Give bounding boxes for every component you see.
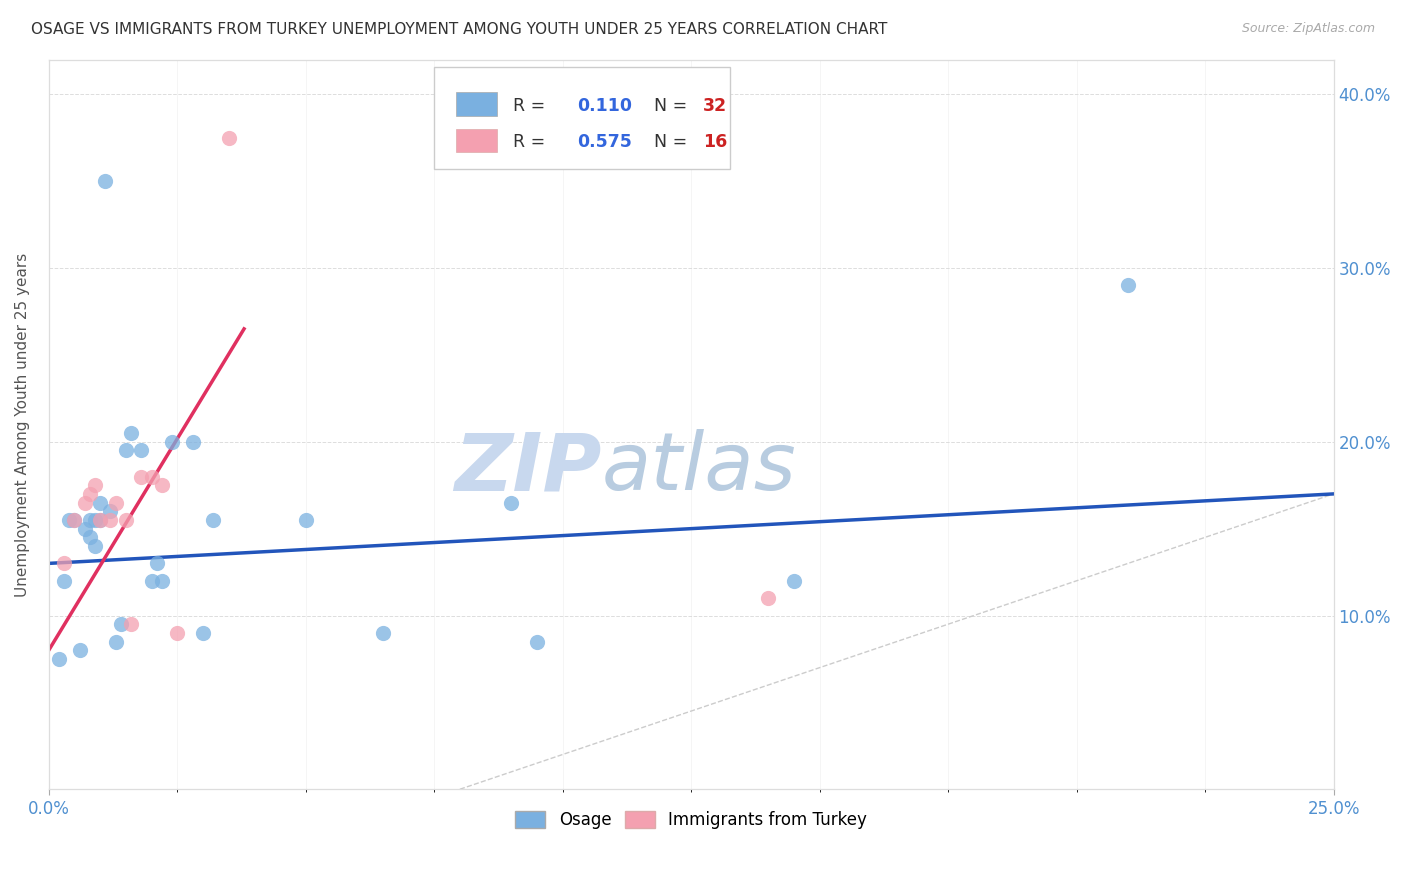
Point [73, 522, 96, 536]
Point [63, 513, 86, 527]
Point [63, 513, 86, 527]
Point [94, 174, 117, 188]
Point [191, 625, 214, 640]
Y-axis label: Unemployment Among Youth under 25 years: Unemployment Among Youth under 25 years [15, 252, 30, 597]
Text: 16: 16 [703, 133, 727, 151]
Point [141, 574, 163, 588]
Point [89, 513, 111, 527]
Point [84, 513, 107, 527]
Point [120, 426, 142, 441]
FancyBboxPatch shape [456, 93, 498, 116]
Point [501, 495, 523, 509]
Point [120, 617, 142, 632]
Point [1116, 278, 1139, 293]
Point [181, 434, 204, 449]
Point [115, 513, 138, 527]
Point [100, 504, 122, 518]
Point [150, 478, 173, 492]
Point [58, 513, 80, 527]
Point [371, 625, 394, 640]
Text: 0.110: 0.110 [576, 96, 631, 115]
Text: 0.575: 0.575 [576, 133, 631, 151]
Text: Source: ZipAtlas.com: Source: ZipAtlas.com [1241, 22, 1375, 36]
Legend: Osage, Immigrants from Turkey: Osage, Immigrants from Turkey [509, 804, 873, 836]
Point [84, 478, 107, 492]
Text: OSAGE VS IMMIGRANTS FROM TURKEY UNEMPLOYMENT AMONG YOUTH UNDER 25 YEARS CORRELAT: OSAGE VS IMMIGRANTS FROM TURKEY UNEMPLOY… [31, 22, 887, 37]
Point [69, 643, 91, 657]
Point [48, 652, 70, 666]
Point [110, 617, 132, 632]
Point [79, 530, 101, 544]
Point [202, 513, 225, 527]
Point [79, 513, 101, 527]
Point [53, 557, 76, 571]
Point [104, 495, 127, 509]
Point [756, 591, 779, 606]
Point [84, 539, 107, 553]
Point [526, 634, 548, 648]
FancyBboxPatch shape [456, 129, 498, 153]
Point [104, 634, 127, 648]
Text: R =: R = [513, 96, 550, 115]
Point [141, 469, 163, 483]
Point [160, 434, 183, 449]
Point [73, 495, 96, 509]
Point [150, 574, 173, 588]
Point [129, 443, 152, 458]
Point [89, 513, 111, 527]
Text: R =: R = [513, 133, 550, 151]
Point [129, 469, 152, 483]
Point [145, 557, 167, 571]
Point [783, 574, 806, 588]
Point [166, 625, 188, 640]
Text: ZIP: ZIP [454, 429, 602, 508]
Point [100, 513, 122, 527]
Point [53, 574, 76, 588]
Point [89, 495, 111, 509]
Point [218, 130, 240, 145]
Text: atlas: atlas [602, 429, 796, 508]
Point [115, 443, 138, 458]
Text: N =: N = [654, 96, 693, 115]
FancyBboxPatch shape [434, 67, 730, 169]
Text: N =: N = [654, 133, 693, 151]
Point [79, 487, 101, 501]
Point [294, 513, 316, 527]
Text: 32: 32 [703, 96, 727, 115]
